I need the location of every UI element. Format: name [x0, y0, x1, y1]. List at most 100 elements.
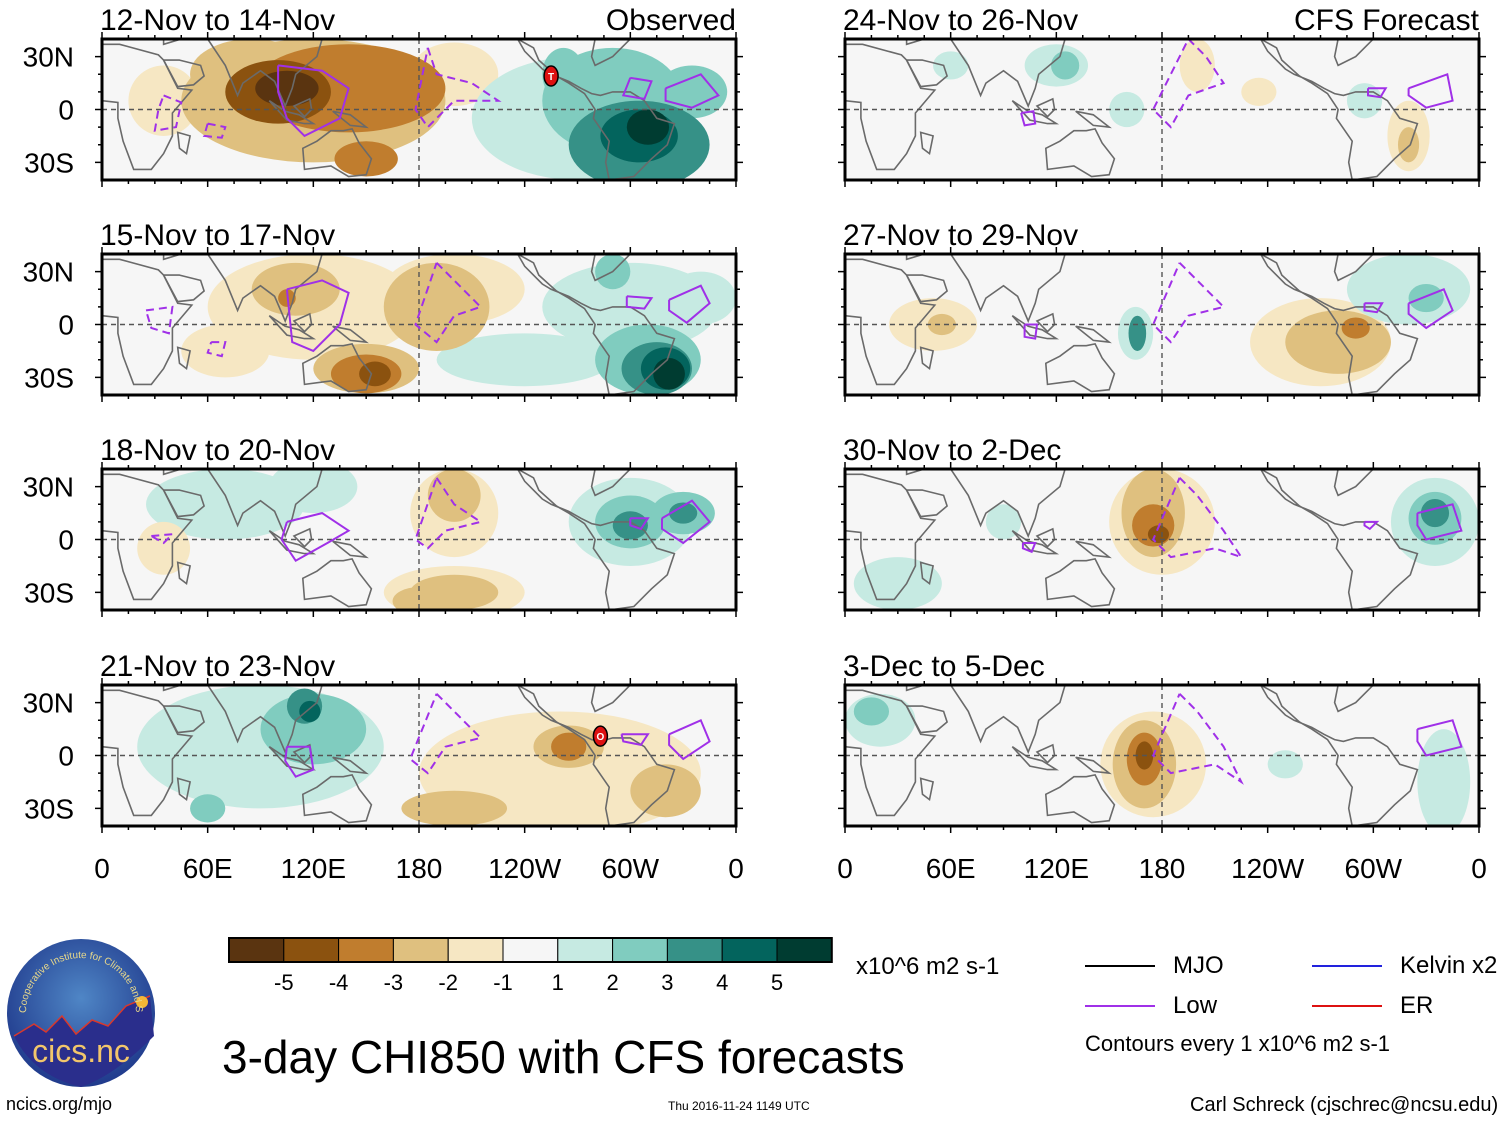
low-contour-positive: [668, 284, 711, 324]
lon-tick-label: 120W: [488, 853, 562, 884]
colorbar-cell: [612, 937, 668, 963]
coastline: [332, 110, 369, 129]
lat-tick-label: 0: [58, 310, 74, 341]
legend-line-er: [1312, 1005, 1382, 1007]
coastline: [905, 39, 1066, 109]
positive-anomaly-region: [436, 333, 613, 387]
negative-anomaly-region: [551, 732, 587, 761]
positive-anomaly-region: [299, 700, 321, 723]
colorbar-tick-label: 2: [606, 970, 618, 995]
legend-item-kelvin: Kelvin x2: [1312, 952, 1497, 980]
colorbar-units: x10^6 m2 s-1: [856, 953, 1000, 980]
lat-tick-label: 30S: [24, 362, 74, 393]
low-contour-negative: [145, 305, 174, 335]
lat-tick-label: 0: [58, 95, 74, 126]
positive-anomaly-region: [1420, 498, 1450, 528]
coastline: [845, 43, 937, 171]
low-contour-positive: [1416, 719, 1463, 757]
storm-icon: [592, 725, 609, 747]
legend-label-kelvin: Kelvin x2: [1400, 952, 1498, 979]
coastline: [102, 689, 194, 817]
coastline: [919, 561, 935, 586]
colorbar-tick-label: -5: [274, 970, 294, 995]
low-contour-positive: [277, 64, 350, 138]
website-link[interactable]: ncics.org/mjo: [6, 1094, 113, 1114]
panel-plot-area: [102, 469, 736, 610]
coastline: [1259, 469, 1419, 610]
legend-label-mjo: MJO: [1173, 952, 1224, 979]
lat-tick-label: 30N: [23, 257, 74, 288]
low-contour-positive: [1416, 503, 1463, 541]
coastline: [102, 473, 194, 601]
negative-anomaly-region: [427, 469, 481, 522]
coastline: [845, 689, 937, 817]
coastline: [162, 274, 206, 303]
coastline: [516, 39, 676, 180]
legend-line-kelvin: [1312, 965, 1382, 967]
coastline: [102, 43, 194, 171]
colorbar-cell: [776, 937, 833, 963]
coastline: [1259, 39, 1419, 180]
lon-tick-label: 60W: [1345, 853, 1403, 884]
coastline: [905, 254, 1066, 324]
low-contour-negative: [206, 341, 227, 358]
coastline: [516, 469, 676, 610]
low-contour-positive: [1407, 288, 1454, 330]
map-panel: 27-Nov to 29-Nov: [838, 219, 1486, 402]
map-panel: 3-Dec to 5-Dec: [838, 650, 1486, 833]
coastline: [1259, 254, 1419, 395]
map-panel: T 12-Nov to 14-Nov Observed 30N 0 30S: [23, 4, 743, 187]
coastline: [1075, 325, 1112, 344]
coastline: [162, 489, 206, 518]
cics-logo-icon: Cooperative Institute for Climate and Sa…: [1, 928, 155, 1087]
colorbar-tick-label: 1: [552, 970, 564, 995]
coastline: [176, 777, 192, 802]
negative-anomaly-region: [927, 313, 956, 336]
legend-line-low: [1085, 1005, 1155, 1007]
coastline: [332, 756, 369, 775]
low-contour-negative: [414, 262, 483, 344]
map-panel: 30-Nov to 2-Dec: [838, 434, 1486, 617]
map-panel: 15-Nov to 17-Nov 30N 0 30S: [23, 219, 743, 402]
positive-anomaly-region: [146, 469, 305, 540]
coastline: [176, 346, 192, 371]
colorbar-cell: [721, 937, 778, 963]
contours-note: Contours every 1 x10^6 m2 s-1: [1085, 1031, 1391, 1056]
coastline: [162, 469, 323, 539]
negative-anomaly-region: [1341, 317, 1370, 339]
legend-line-mjo: [1085, 965, 1155, 967]
panel-plot-area: [845, 39, 1479, 180]
coastline: [1011, 315, 1060, 340]
coastline: [516, 254, 676, 395]
positive-anomaly-region: [190, 794, 226, 823]
panel-title: 18-Nov to 20-Nov: [100, 434, 335, 467]
coastline: [1075, 110, 1112, 129]
lon-tick-label: 60E: [926, 853, 976, 884]
low-contour-negative: [1152, 693, 1244, 785]
timestamp: Thu 2016-11-24 1149 UTC: [668, 1099, 810, 1113]
tropical-storm-marker: T: [543, 65, 559, 87]
map-panel: 18-Nov to 20-Nov 30N 0 30S: [23, 434, 743, 617]
colorbar-cell: [447, 937, 504, 963]
lon-tick-label: 60E: [183, 853, 233, 884]
colorbar-cell: [502, 937, 559, 963]
positive-anomaly-region: [653, 357, 685, 390]
coastline: [1333, 39, 1375, 67]
coastline: [1333, 685, 1375, 713]
coastline: [845, 258, 937, 386]
colorbar-cell: [228, 937, 285, 963]
positive-anomaly-region: [1051, 51, 1080, 80]
coastline: [162, 685, 323, 755]
lat-tick-label: 30S: [24, 147, 74, 178]
coastline: [590, 685, 632, 713]
negative-anomaly-region: [401, 790, 508, 826]
low-contour-negative: [1151, 39, 1226, 129]
coastline: [905, 274, 949, 303]
storm-label: O: [597, 732, 605, 743]
map-panel: 24-Nov to 26-Nov CFS Forecast: [838, 4, 1486, 187]
column-header: Observed: [606, 4, 736, 37]
low-contour-positive: [620, 733, 650, 747]
coastline: [590, 469, 632, 497]
